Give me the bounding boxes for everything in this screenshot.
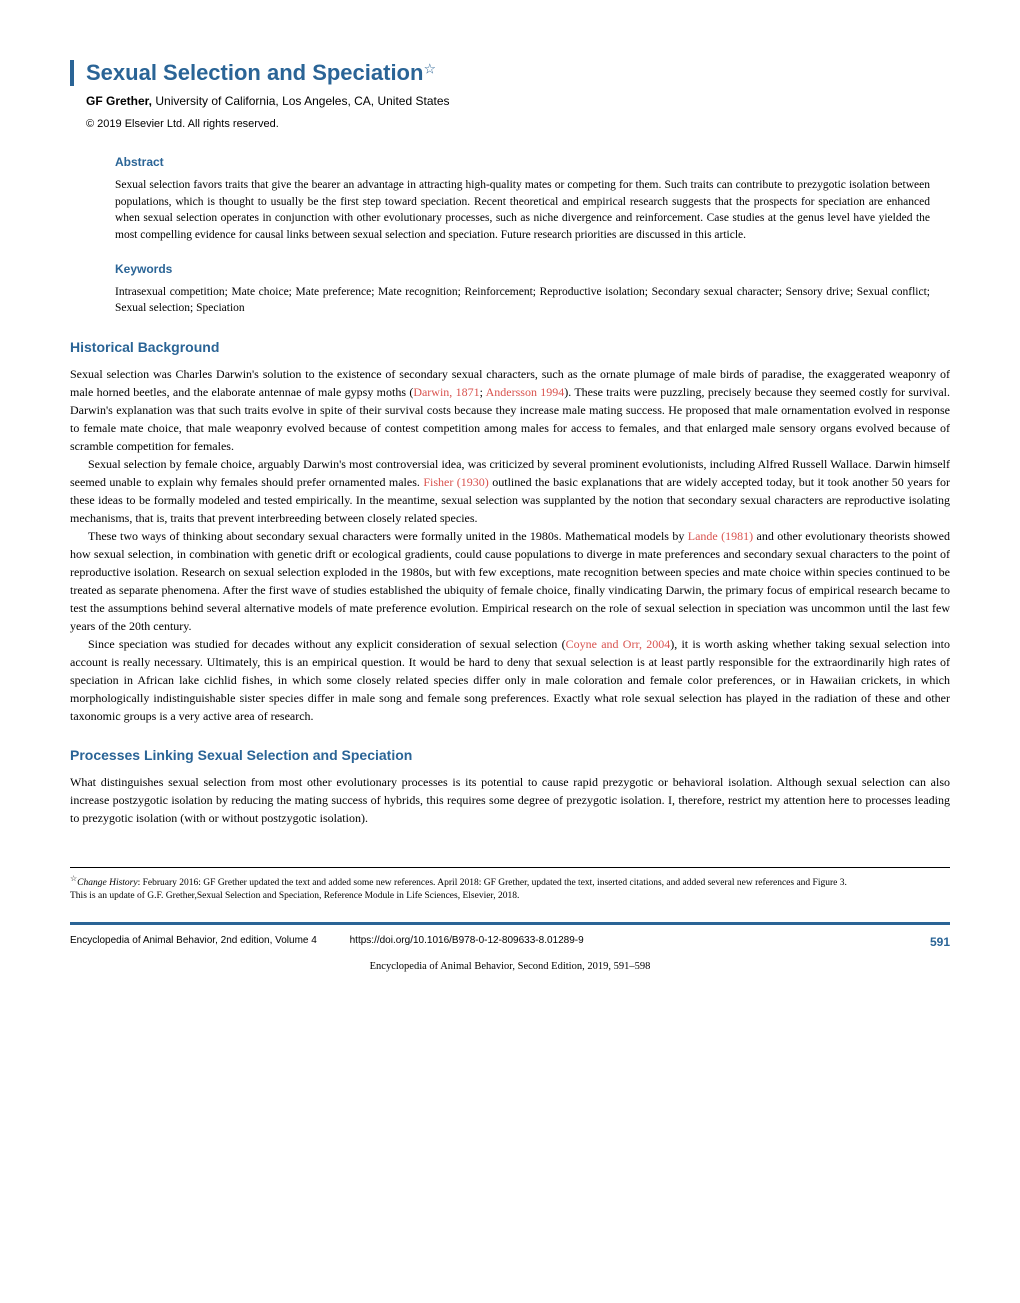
citation-ref: Andersson 1994 [486,385,565,399]
citation-ref: Fisher (1930) [423,475,488,489]
copyright-line: © 2019 Elsevier Ltd. All rights reserved… [70,118,950,130]
article-title: Sexual Selection and Speciation [86,60,423,85]
body-text-fragment: These two ways of thinking about seconda… [88,529,688,543]
body-paragraph: Sexual selection was Charles Darwin's so… [70,365,950,455]
abstract-text: Sexual selection favors traits that give… [115,177,930,244]
citation-ref: Coyne and Orr, 2004 [566,637,671,651]
footnote-update: This is an update of G.F. Grether,Sexual… [70,890,950,903]
abstract-heading: Abstract [115,155,930,169]
body-paragraph: Since speciation was studied for decades… [70,635,950,725]
footer-page-number: 591 [930,935,950,949]
section-heading-historical: Historical Background [70,339,950,355]
citation-line: Encyclopedia of Animal Behavior, Second … [70,961,950,972]
title-star-icon: ☆ [423,63,436,78]
author-name: GF Grether, [86,94,152,108]
body-text-fragment: Since speciation was studied for decades… [88,637,566,651]
page-footer: Encyclopedia of Animal Behavior, 2nd edi… [70,935,950,949]
abstract-section: Abstract Sexual selection favors traits … [70,155,950,244]
keywords-text: Intrasexual competition; Mate choice; Ma… [115,284,930,317]
footer-left: Encyclopedia of Animal Behavior, 2nd edi… [70,935,584,949]
body-paragraph: What distinguishes sexual selection from… [70,773,950,827]
citation-ref: Lande (1981) [688,529,753,543]
citation-ref: Darwin, 1871 [413,385,479,399]
footnote-divider [70,867,950,868]
author-line: GF Grether, University of California, Lo… [70,94,950,108]
body-text-fragment: and other evolutionary theorists showed … [70,529,950,633]
section-heading-processes: Processes Linking Sexual Selection and S… [70,747,950,763]
footer-doi: https://doi.org/10.1016/B978-0-12-809633… [350,935,584,946]
author-affiliation: University of California, Los Angeles, C… [152,94,449,108]
body-paragraph: Sexual selection by female choice, argua… [70,455,950,527]
title-container: Sexual Selection and Speciation☆ [70,60,950,86]
footnote-change-history: ☆Change History: February 2016: GF Greth… [70,873,950,890]
keywords-heading: Keywords [115,262,930,276]
footnote-text: : February 2016: GF Grether updated the … [138,878,847,888]
body-paragraph: These two ways of thinking about seconda… [70,527,950,635]
keywords-section: Keywords Intrasexual competition; Mate c… [70,262,950,317]
footnote-label: Change History [77,878,137,888]
footer-encyclopedia: Encyclopedia of Animal Behavior, 2nd edi… [70,935,317,946]
footer-divider [70,922,950,925]
